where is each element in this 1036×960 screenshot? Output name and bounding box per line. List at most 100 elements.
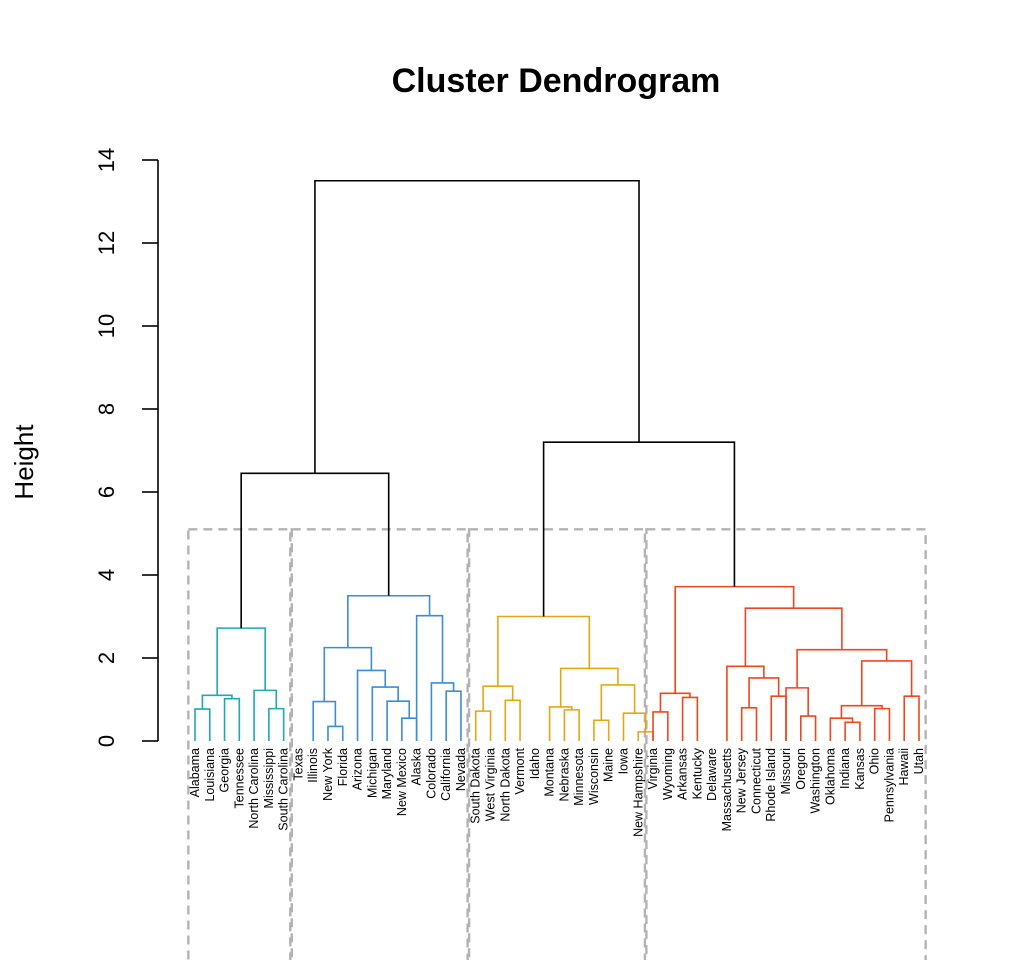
- leaf-label: Oklahoma: [823, 748, 837, 805]
- leaf-label: Iowa: [616, 748, 630, 774]
- dendrogram-branch: [600, 684, 636, 721]
- leaf-label: Texas: [291, 748, 305, 781]
- dendrogram-branch: [323, 646, 373, 702]
- dendrogram-branch: [327, 725, 344, 741]
- dendrogram-branch: [371, 686, 399, 741]
- dendrogram-branch: [873, 707, 891, 741]
- leaf-label: Nebraska: [557, 748, 571, 802]
- leaf-label: Georgia: [218, 748, 232, 793]
- dendrogram-branch: [240, 472, 390, 629]
- leaf-label: North Dakota: [498, 748, 512, 822]
- dendrogram-branches: [194, 179, 920, 741]
- dendrogram-branch: [559, 667, 619, 707]
- leaf-label: Connecticut: [749, 747, 763, 814]
- leaf-label: Maine: [602, 748, 616, 782]
- dendrogram-branch: [844, 721, 861, 741]
- dendrogram-branch: [314, 179, 640, 474]
- y-tick-label: 8: [94, 403, 119, 415]
- dendrogram-branch: [548, 706, 573, 741]
- dendrogram-branch: [201, 694, 233, 710]
- leaf-label: Rhode Island: [764, 748, 778, 822]
- dendrogram-branch: [415, 614, 444, 741]
- dendrogram-branch: [770, 695, 787, 741]
- y-tick-label: 14: [94, 148, 119, 172]
- leaf-label: Utah: [912, 748, 926, 774]
- dendrogram-branch: [681, 696, 699, 741]
- leaf-label: Kentucky: [690, 747, 704, 799]
- dendrogram-branch: [223, 697, 241, 741]
- dendrogram-branch: [312, 700, 337, 741]
- cluster-box: [467, 528, 647, 960]
- y-tick-label: 2: [94, 652, 119, 664]
- leaf-label: Missouri: [779, 748, 793, 795]
- leaf-labels: Alabama Louisiana Georgia Tennessee North Ca…: [188, 747, 926, 837]
- leaf-label: Louisiana: [203, 748, 217, 802]
- leaf-label: New Mexico: [395, 748, 409, 816]
- leaf-label: Arizona: [351, 748, 365, 790]
- y-tick-label: 0: [94, 735, 119, 747]
- leaf-label: New Jersey: [735, 747, 749, 813]
- leaf-label: Colorado: [424, 748, 438, 799]
- leaf-label: Idaho: [528, 748, 542, 779]
- y-tick-label: 10: [94, 314, 119, 338]
- leaf-label: Arkansas: [676, 748, 690, 800]
- leaf-label: California: [439, 748, 453, 801]
- dendrogram-branch: [216, 627, 266, 696]
- dendrogram-branch: [482, 685, 514, 712]
- leaf-label: Tennessee: [232, 748, 246, 809]
- leaf-label: South Carolina: [277, 748, 291, 831]
- leaf-label: Massachusetts: [720, 748, 734, 831]
- leaf-label: Illinois: [306, 748, 320, 783]
- dendrogram-branch: [903, 695, 920, 741]
- leaf-label: Michigan: [365, 748, 379, 798]
- y-tick-label: 12: [94, 231, 119, 255]
- dendrogram-branch: [748, 677, 780, 708]
- leaf-label: Mississippi: [262, 748, 276, 808]
- dendrogram-branch: [785, 687, 809, 741]
- leaf-label: Kansas: [853, 748, 867, 790]
- leaf-label: Vermont: [513, 747, 527, 794]
- leaf-label: Alaska: [410, 748, 424, 786]
- leaf-label: Pennsylvania: [882, 748, 896, 822]
- leaf-label: Oregon: [794, 748, 808, 790]
- leaf-label: West Virginia: [484, 748, 498, 821]
- dendrogram-branch: [652, 711, 669, 741]
- dendrogram-branch: [445, 690, 462, 741]
- cluster-box: [645, 528, 927, 960]
- dendrogram-branch: [356, 669, 387, 741]
- dendrogram-branch: [659, 692, 691, 712]
- dendrogram-branch: [740, 707, 758, 741]
- dendrogram-branch: [593, 719, 610, 741]
- cluster-box: [187, 528, 292, 960]
- dendrogram-branch: [386, 700, 411, 741]
- leaf-label: Alabama: [188, 748, 202, 797]
- leaf-label: North Carolina: [247, 748, 261, 829]
- dendrogram-branch: [744, 607, 843, 667]
- leaf-label: Minnesota: [572, 748, 586, 806]
- dendrogram-branch: [497, 615, 591, 687]
- leaf-label: Wyoming: [661, 748, 675, 800]
- leaf-label: New York: [321, 747, 335, 801]
- dendrogram-branch: [840, 704, 883, 719]
- leaf-label: Delaware: [705, 748, 719, 801]
- cluster-box: [290, 528, 469, 960]
- leaf-label: Indiana: [838, 748, 852, 789]
- dendrogram-branch: [622, 712, 647, 741]
- leaf-label: Ohio: [868, 748, 882, 774]
- leaf-label: Maryland: [380, 748, 394, 799]
- chart-title: Cluster Dendrogram: [392, 62, 721, 100]
- dendrogram-branch: [194, 708, 211, 741]
- leaf-label: South Dakota: [469, 748, 483, 824]
- leaf-label: Wisconsin: [587, 748, 601, 805]
- cluster-cut-boxes: [187, 528, 927, 960]
- dendrogram-branch: [268, 707, 285, 741]
- leaf-label: Hawaii: [897, 748, 911, 786]
- dendrogram-branch: [563, 709, 580, 741]
- y-tick-label: 4: [94, 569, 119, 581]
- dendrogram-branch: [799, 715, 817, 741]
- leaf-label: Florida: [336, 748, 350, 786]
- dendrogram-branch: [253, 689, 278, 741]
- leaf-label: Montana: [543, 748, 557, 797]
- dendrogram-branch: [474, 710, 492, 741]
